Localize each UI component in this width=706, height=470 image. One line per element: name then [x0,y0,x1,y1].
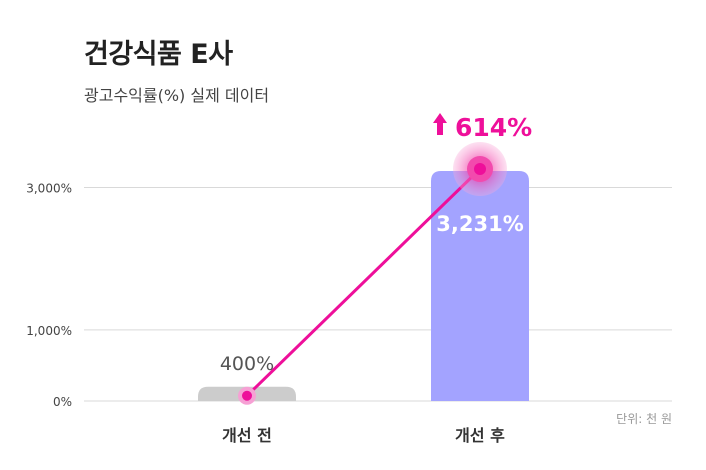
arrow-up-icon [433,113,447,135]
x-tick-label: 개선 후 [455,426,505,445]
data-label-after: 3,231% [436,212,523,236]
data-label-before: 400% [220,353,274,375]
unit-note: 단위: 천 원 [616,411,672,426]
y-tick-label: 1,000% [26,324,72,338]
x-tick-label: 개선 전 [222,426,272,445]
end-point [474,163,486,175]
chart-subtitle: 광고수익률(%) 실제 데이터 [84,86,270,105]
connector-line [245,167,482,397]
chart-title: 건강식품 E사 [84,39,233,70]
y-tick-label: 3,000% [26,181,72,195]
y-tick-label: 0% [53,395,72,409]
bar-2 [431,171,529,401]
increase-annotation: 614% [455,113,532,142]
start-point [242,390,252,401]
